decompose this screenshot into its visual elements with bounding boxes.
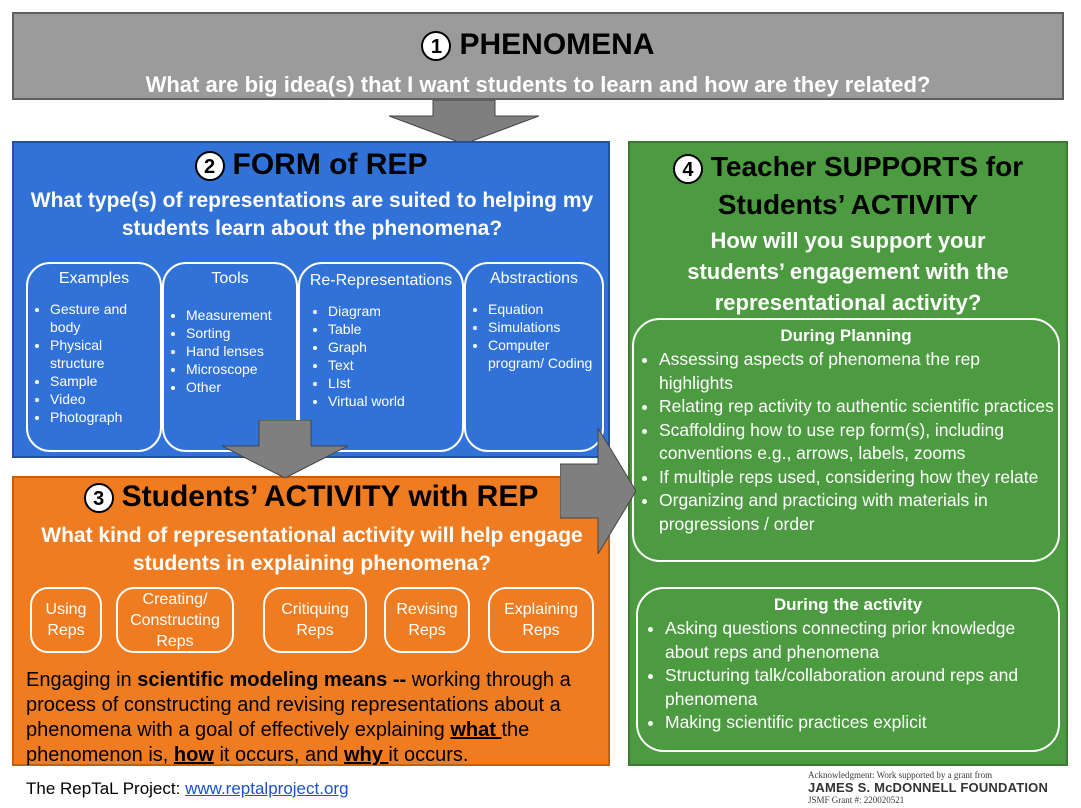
phenomena-title: 1 PHENOMENA (14, 28, 1062, 62)
list-item: Video (50, 390, 152, 408)
list-item: Diagram (328, 302, 454, 320)
students-activity-box: 3 Students’ ACTIVITY with REP What kind o… (12, 476, 610, 766)
students-activity-title: 3 Students’ ACTIVITY with REP (14, 480, 608, 514)
form-of-rep-box: 2 FORM of REP What type(s) of representat… (12, 141, 610, 458)
grant-number: JSMF Grant #: 220020521 (808, 795, 905, 805)
list-item: Gesture and body (50, 300, 152, 336)
step-number-4: 4 (672, 153, 703, 184)
list-item: Physical structure (50, 336, 152, 372)
activity-using-reps: Using Reps (30, 587, 102, 653)
list-item: If multiple reps used, considering how t… (659, 466, 1058, 490)
project-link[interactable]: www.reptalproject.org (185, 779, 349, 798)
examples-column: Examples Gesture and body Physical struc… (26, 262, 162, 452)
right-arrow (560, 428, 636, 554)
re-representations-header: Re-Representations (309, 272, 453, 289)
list-item: Virtual world (328, 392, 454, 410)
list-item: LIst (328, 374, 454, 392)
during-activity-header: During the activity (773, 595, 923, 614)
list-item: Table (328, 320, 454, 338)
list-item: Structuring talk/collaboration around re… (665, 664, 1058, 711)
project-footer: The RepTaL Project: www.reptalproject.or… (26, 779, 349, 799)
list-item: Simulations (488, 318, 594, 336)
definition-text: the phenomenon is, (26, 719, 530, 766)
list-item: Scaffolding how to use rep form(s), incl… (659, 419, 1058, 466)
activity-critiquing-reps: Critiquing Reps (263, 587, 367, 653)
phenomena-question: What are big idea(s) that I want student… (145, 72, 931, 97)
list-item: Relating rep activity to authentic scien… (659, 395, 1058, 419)
definition-how: how (173, 744, 214, 766)
form-of-rep-title: 2 FORM of REP (14, 148, 608, 182)
teacher-supports-question: How will you support your students’ enga… (687, 228, 1009, 315)
definition-what: what (450, 719, 502, 741)
list-item: Microscope (186, 360, 288, 378)
students-activity-question: What kind of representational activity w… (41, 524, 583, 575)
definition-text: it occurs, and (213, 744, 344, 766)
list-item: Hand lenses (186, 342, 288, 360)
examples-header: Examples (58, 270, 130, 287)
teacher-supports-box: 4 Teacher SUPPORTS for Students’ ACTIVITY… (628, 141, 1068, 766)
form-of-rep-title-text: FORM of REP (232, 148, 428, 181)
step-number-2: 2 (194, 151, 225, 182)
during-activity-panel: During the activity Asking questions con… (636, 587, 1060, 752)
list-item: Photograph (50, 408, 152, 426)
abstractions-header: Abstractions (489, 270, 579, 287)
list-item: Equation (488, 300, 594, 318)
list-item: Assessing aspects of phenomena the rep h… (659, 348, 1058, 395)
list-item: Sample (50, 372, 152, 390)
teacher-supports-title-line1: Teacher SUPPORTS for (710, 151, 1024, 182)
definition-why: why (343, 744, 389, 766)
activity-creating-reps: Creating/ Constructing Reps (116, 587, 234, 653)
step-number-1: 1 (421, 31, 452, 62)
teacher-supports-title-line2: Students’ ACTIVITY (717, 189, 979, 220)
list-item: Making scientific practices explicit (665, 711, 1058, 735)
foundation-logo-text: JAMES S. McDONNELL FOUNDATION (808, 780, 1049, 795)
definition-text: working through a process of constructin… (26, 669, 571, 741)
definition-text: it occurs. (388, 744, 469, 766)
list-item: Other (186, 378, 288, 396)
during-planning-header: During Planning (780, 326, 912, 345)
list-item: Computer program/ Coding (488, 336, 594, 372)
phenomena-box: 1 PHENOMENA What are big idea(s) that I w… (12, 12, 1064, 100)
scientific-modeling-definition: Engaging in scientific modeling means --… (26, 668, 606, 768)
re-representations-column: Re-Representations Diagram Table Graph T… (298, 262, 464, 452)
activity-explaining-reps: Explaining Reps (488, 587, 594, 653)
during-planning-panel: During Planning Assessing aspects of phe… (632, 318, 1060, 562)
down-arrow-2 (222, 420, 348, 478)
step-number-3: 3 (83, 483, 114, 514)
list-item: Graph (328, 338, 454, 356)
list-item: Asking questions connecting prior knowle… (665, 617, 1058, 664)
list-item: Text (328, 356, 454, 374)
project-name: The RepTaL Project: (26, 779, 186, 798)
definition-bold: scientific modeling means -- (137, 669, 407, 691)
tools-header: Tools (211, 270, 249, 287)
list-item: Sorting (186, 324, 288, 342)
acknowledgment: Acknowledgment: Work supported by a gran… (808, 770, 1056, 805)
down-arrow-1 (389, 100, 539, 144)
students-activity-title-text: Students’ ACTIVITY with REP (121, 480, 539, 513)
definition-text: Engaging in (26, 669, 138, 691)
form-of-rep-question: What type(s) of representations are suit… (30, 189, 594, 240)
teacher-supports-title: 4 Teacher SUPPORTS for Students’ ACTIVITY (630, 148, 1066, 224)
list-item: Measurement (186, 306, 288, 324)
phenomena-title-text: PHENOMENA (459, 28, 655, 61)
list-item: Organizing and practicing with materials… (659, 489, 1058, 536)
acknowledgment-line1: Acknowledgment: Work supported by a gran… (808, 770, 993, 780)
abstractions-column: Abstractions Equation Simulations Comput… (464, 262, 604, 452)
tools-column: Tools Measurement Sorting Hand lenses Mi… (162, 262, 298, 452)
activity-revising-reps: Revising Reps (384, 587, 470, 653)
